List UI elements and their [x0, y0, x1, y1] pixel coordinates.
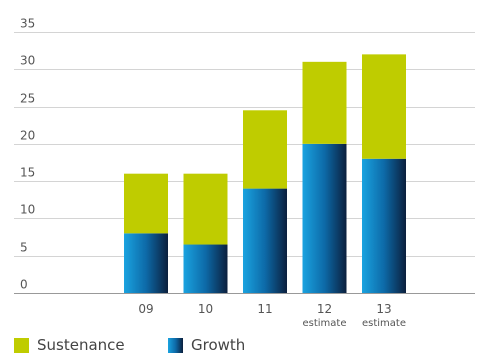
x-tick-label: 11	[257, 302, 272, 316]
bar-growth-09	[124, 233, 168, 293]
x-tick-label: 10	[198, 302, 213, 316]
y-axis-ticks: 0 5 10 15 20 25 30 35	[20, 17, 35, 292]
x-tick-label: 09	[138, 302, 153, 316]
legend-sustenance: Sustenance	[14, 336, 125, 354]
legend-sustenance-label: Sustenance	[37, 336, 125, 354]
x-tick-label: 12	[317, 302, 332, 316]
bar-growth-13	[362, 158, 406, 293]
y-tick-label: 30	[20, 54, 35, 68]
x-tick-sublabel: estimate	[302, 318, 346, 329]
y-tick-label: 15	[20, 166, 35, 180]
y-tick-label: 0	[20, 278, 28, 292]
bar-sustenance-12	[302, 61, 347, 144]
growth-swatch	[168, 337, 183, 353]
y-tick-label: 5	[20, 241, 28, 255]
bars	[124, 54, 406, 293]
bar-sustenance-13	[362, 54, 406, 159]
y-tick-label: 20	[20, 129, 35, 143]
bar-growth-10	[183, 244, 228, 293]
bar-growth-12	[302, 143, 347, 293]
bar-sustenance-09	[124, 173, 168, 234]
y-tick-label: 35	[20, 17, 35, 31]
bar-sustenance-10	[183, 173, 228, 245]
legend-growth-label: Growth	[191, 336, 246, 354]
y-tick-label: 10	[20, 203, 35, 217]
x-axis-ticks: 09 10 11 12 estimate 13 estimate	[138, 302, 406, 329]
y-tick-label: 25	[20, 92, 35, 106]
x-tick-label: 13	[376, 302, 391, 316]
bar-sustenance-11	[243, 110, 287, 189]
stacked-bar-chart: 0 5 10 15 20 25 30 35 09 10 11 12 estimate 13 estimat…	[14, 17, 475, 329]
bar-growth-11	[243, 188, 287, 293]
sustenance-swatch	[14, 337, 29, 353]
legend-growth: Growth	[168, 336, 246, 354]
x-tick-sublabel: estimate	[362, 318, 406, 329]
